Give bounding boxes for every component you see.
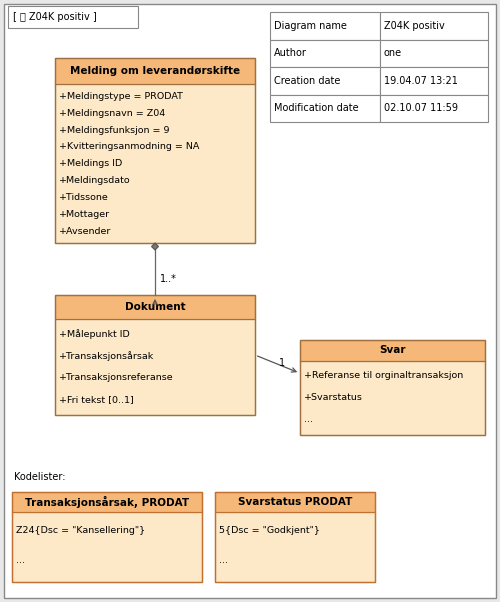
Bar [270, 12, 380, 40]
Bar [380, 95, 488, 122]
Text: Kodelister:: Kodelister: [14, 472, 66, 482]
Text: +Målepunkt ID: +Målepunkt ID [59, 329, 130, 339]
Bar [55, 295, 255, 319]
Text: 19.04.07 13:21: 19.04.07 13:21 [384, 76, 458, 85]
Bar [380, 12, 488, 40]
Text: Dokument: Dokument [124, 302, 186, 312]
Text: Z24{Dsc = "Kansellering"}: Z24{Dsc = "Kansellering"} [16, 526, 145, 535]
Text: Svar: Svar [380, 346, 406, 355]
Text: ...: ... [304, 415, 313, 424]
Text: ...: ... [219, 556, 228, 565]
Text: 1..*: 1..* [160, 274, 177, 284]
Bar [300, 340, 485, 435]
Bar [55, 84, 255, 243]
Text: +Kvitteringsanmodning = NA: +Kvitteringsanmodning = NA [59, 143, 200, 152]
Text: Z04K positiv: Z04K positiv [384, 20, 445, 31]
Bar [12, 512, 202, 582]
Bar [270, 40, 380, 67]
Polygon shape [152, 243, 158, 250]
Bar [55, 295, 255, 415]
Text: one: one [384, 48, 402, 58]
Bar [55, 319, 255, 415]
Bar [300, 340, 485, 361]
Bar [380, 67, 488, 95]
Text: +Transaksjonsårsak: +Transaksjonsårsak [59, 351, 154, 361]
Text: 1: 1 [279, 358, 285, 368]
Text: Melding om leverandørskifte: Melding om leverandørskifte [70, 66, 240, 76]
Text: Modification date: Modification date [274, 104, 358, 113]
Text: +Meldingsfunksjon = 9: +Meldingsfunksjon = 9 [59, 126, 170, 134]
Bar [215, 492, 375, 582]
Text: +Tidssone: +Tidssone [59, 193, 109, 202]
Text: ...: ... [16, 556, 25, 565]
Text: Author: Author [274, 48, 307, 58]
Text: +Meldingsnavn = Z04: +Meldingsnavn = Z04 [59, 109, 165, 117]
Text: +Svarstatus: +Svarstatus [304, 393, 363, 402]
Bar [12, 492, 202, 582]
Text: 02.10.07 11:59: 02.10.07 11:59 [384, 104, 458, 113]
Bar [55, 58, 255, 243]
Bar [380, 40, 488, 67]
Bar [8, 6, 138, 28]
Text: 5{Dsc = "Godkjent"}: 5{Dsc = "Godkjent"} [219, 526, 320, 535]
Bar [300, 361, 485, 435]
Text: +Meldings ID: +Meldings ID [59, 160, 122, 169]
Text: Transaksjonsårsak, PRODAT: Transaksjonsårsak, PRODAT [25, 496, 189, 508]
Text: +Referanse til orginaltransaksjon: +Referanse til orginaltransaksjon [304, 371, 463, 380]
Bar [215, 492, 375, 512]
Bar [215, 512, 375, 582]
Text: Svarstatus PRODAT: Svarstatus PRODAT [238, 497, 352, 507]
Text: +Meldingsdato: +Meldingsdato [59, 176, 130, 185]
Text: [ 図 Z04K positiv ]: [ 図 Z04K positiv ] [13, 12, 97, 22]
Bar [12, 492, 202, 512]
Text: Creation date: Creation date [274, 76, 340, 85]
Text: Diagram name: Diagram name [274, 20, 347, 31]
Bar [55, 58, 255, 84]
Text: +Fri tekst [0..1]: +Fri tekst [0..1] [59, 395, 134, 404]
Text: +Mottager: +Mottager [59, 210, 110, 219]
Text: +Meldingstype = PRODAT: +Meldingstype = PRODAT [59, 92, 183, 101]
Text: +Transaksjonsreferanse: +Transaksjonsreferanse [59, 373, 174, 382]
Bar [270, 95, 380, 122]
Text: +Avsender: +Avsender [59, 227, 112, 236]
Bar [270, 67, 380, 95]
